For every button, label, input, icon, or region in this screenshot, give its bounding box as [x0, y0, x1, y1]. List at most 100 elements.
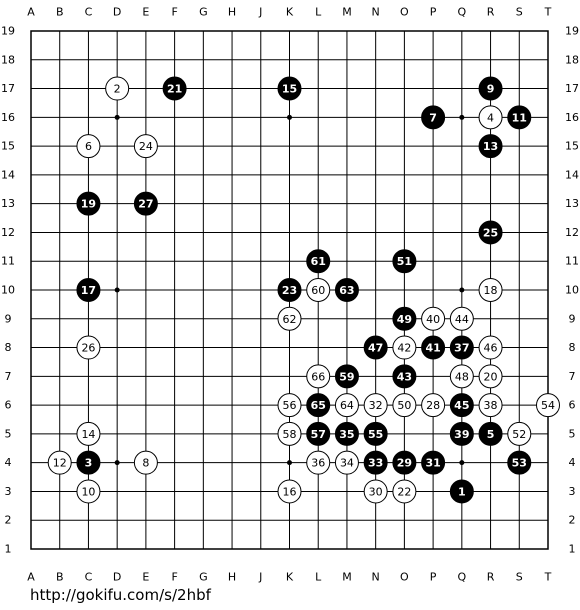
move-number: 29: [397, 457, 412, 470]
column-label: A: [27, 571, 35, 584]
column-label: K: [286, 571, 294, 584]
white-stone: [277, 421, 302, 446]
column-label: K: [286, 6, 294, 19]
row-label: 7: [5, 370, 12, 383]
star-point: [287, 460, 292, 466]
black-stone: [162, 76, 187, 101]
white-stone: [392, 393, 417, 418]
column-label: T: [544, 6, 552, 19]
row-label: 1: [5, 543, 12, 556]
row-label: 14: [565, 168, 579, 181]
white-stone: [334, 450, 359, 475]
move-number: 47: [368, 342, 383, 355]
black-stone: [507, 105, 532, 130]
move-number: 43: [397, 370, 412, 383]
row-label: 19: [1, 25, 15, 38]
move-number: 38: [484, 399, 498, 412]
move-number: 15: [282, 83, 297, 96]
column-label: S: [516, 571, 523, 584]
white-stone: [277, 393, 302, 418]
move-number: 61: [311, 255, 326, 268]
white-stone: [76, 479, 101, 504]
white-stone: [277, 479, 302, 504]
row-label: 17: [565, 82, 579, 95]
column-label: T: [544, 571, 552, 584]
column-label: J: [258, 6, 262, 19]
star-point: [459, 460, 465, 466]
move-number: 16: [283, 485, 297, 498]
move-number: 40: [426, 313, 440, 326]
row-label: 11: [565, 255, 579, 268]
move-number: 19: [81, 198, 96, 211]
black-stone: [306, 249, 331, 274]
move-number: 55: [368, 428, 383, 441]
column-label: R: [487, 571, 495, 584]
move-number: 66: [311, 370, 325, 383]
black-stone: [421, 335, 446, 360]
column-label: N: [372, 571, 380, 584]
black-stone: [478, 134, 503, 159]
black-stone: [449, 393, 474, 418]
move-number: 35: [339, 428, 354, 441]
black-stone: [277, 76, 302, 101]
move-number: 46: [484, 342, 498, 355]
white-stone: [363, 479, 388, 504]
star-point: [114, 287, 120, 293]
white-stone: [449, 364, 474, 389]
move-number: 12: [53, 457, 67, 470]
column-label: S: [516, 6, 523, 19]
column-label: F: [171, 571, 177, 584]
move-number: 56: [283, 399, 297, 412]
move-number: 6: [85, 140, 92, 153]
row-label: 19: [565, 25, 579, 38]
move-number: 25: [483, 226, 498, 239]
column-label: L: [315, 6, 322, 19]
white-stone: [363, 393, 388, 418]
white-stone: [421, 393, 446, 418]
star-point: [114, 114, 120, 120]
move-number: 18: [484, 284, 498, 297]
black-stone: [76, 450, 101, 475]
column-label: L: [315, 571, 322, 584]
black-stone: [392, 249, 417, 274]
column-label: C: [85, 6, 93, 19]
move-number: 44: [455, 313, 469, 326]
white-stone: [334, 393, 359, 418]
black-stone: [363, 335, 388, 360]
column-label: Q: [457, 6, 466, 19]
move-number: 36: [311, 457, 325, 470]
column-label: D: [113, 6, 121, 19]
white-stone: [478, 278, 503, 302]
move-number: 60: [311, 284, 325, 297]
row-label: 7: [569, 370, 576, 383]
white-stone: [449, 306, 474, 331]
source-url[interactable]: http://gokifu.com/s/2hbf: [30, 586, 212, 604]
move-number: 17: [81, 284, 96, 297]
move-number: 5: [487, 428, 495, 441]
white-stone: [47, 450, 72, 475]
white-stone: [76, 421, 101, 446]
white-stone: [392, 479, 417, 504]
column-label: M: [342, 571, 352, 584]
row-label: 2: [569, 514, 576, 527]
move-number: 58: [283, 428, 297, 441]
row-label: 15: [565, 140, 579, 153]
move-number: 1: [458, 485, 466, 498]
move-number: 51: [397, 255, 412, 268]
move-number: 9: [487, 83, 495, 96]
black-stone: [507, 450, 532, 475]
black-stone: [449, 335, 474, 360]
black-stone: [478, 76, 503, 101]
white-stone: [478, 335, 503, 360]
white-stone: [76, 335, 101, 360]
move-number: 37: [454, 342, 469, 355]
column-label: D: [113, 571, 121, 584]
column-label: O: [400, 6, 409, 19]
row-label: 16: [565, 111, 579, 124]
black-stone: [392, 364, 417, 389]
row-label: 9: [5, 312, 12, 325]
row-label: 13: [565, 197, 579, 210]
row-label: 5: [5, 427, 12, 440]
move-number: 10: [81, 485, 95, 498]
white-stone: [478, 105, 503, 130]
